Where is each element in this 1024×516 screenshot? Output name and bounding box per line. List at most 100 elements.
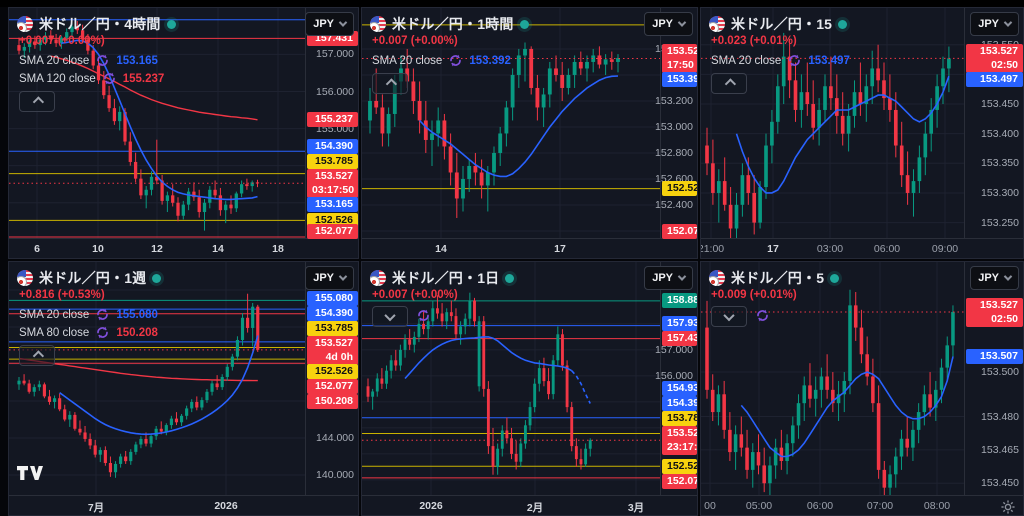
indicator-row-sma[interactable]: SMA 20 close 153.497 bbox=[711, 53, 850, 68]
indicators-collapse-button[interactable] bbox=[19, 345, 55, 366]
quote-currency-button[interactable]: JPY bbox=[970, 266, 1019, 290]
indicators-collapse-button[interactable] bbox=[711, 306, 747, 327]
chart-panel-usdjpy-5m[interactable]: 153.500 153.480 153.465 153.450 153.527 02:50… bbox=[700, 261, 1024, 516]
time-axis[interactable]: 2026 2月 3月 bbox=[362, 495, 697, 515]
price-level-label: 153.785 bbox=[662, 411, 697, 427]
indicator-loading-spinner bbox=[755, 308, 770, 328]
time-axis[interactable]: 6 10 12 14 18 bbox=[9, 238, 358, 258]
tradingview-logo[interactable] bbox=[17, 466, 44, 487]
price-level-label: 152.526 bbox=[662, 181, 697, 197]
chart-panel-usdjpy-1d[interactable]: 157.000 156.000 158.885 157.932157.431 154.9… bbox=[361, 261, 698, 516]
symbol-legend[interactable]: 米ドル／円・1日 bbox=[370, 268, 515, 288]
symbol-title[interactable]: 米ドル／円・1時間 bbox=[392, 16, 514, 32]
bar-countdown: 02:50 bbox=[991, 313, 1018, 325]
price-level-label: 154.939 bbox=[662, 381, 697, 397]
time-axis[interactable]: 14 17 bbox=[362, 238, 697, 258]
price-level-label: 155.237 bbox=[307, 112, 358, 128]
price-change: +0.023 (+0.01%) bbox=[711, 35, 797, 47]
indicator-loading-icon bbox=[103, 72, 115, 85]
symbol-title[interactable]: 米ドル／円・4時間 bbox=[39, 16, 161, 32]
price-axis-label: 153.450 bbox=[981, 477, 1019, 490]
symbol-legend[interactable]: 米ドル／円・1週 bbox=[17, 268, 162, 288]
bar-countdown: 03:17:50 bbox=[312, 184, 355, 197]
quote-currency-button[interactable]: JPY bbox=[305, 12, 354, 36]
price-axis-label: 153.450 bbox=[981, 98, 1019, 110]
indicators-collapse-button[interactable] bbox=[19, 91, 55, 112]
price-axis[interactable]: 153.500 153.480 153.465 153.450 153.527 02:50… bbox=[964, 262, 1023, 495]
symbol-legend[interactable]: 米ドル／円・15 bbox=[709, 14, 848, 34]
time-axis-label: 21:00 bbox=[700, 243, 725, 255]
symbol-legend[interactable]: 米ドル／円・4時間 bbox=[17, 14, 176, 34]
symbol-flag-icon bbox=[17, 16, 33, 32]
price-axis-label: 153.350 bbox=[981, 157, 1019, 170]
indicator-label: SMA 20 close bbox=[372, 54, 443, 67]
price-level-label: 154.390 bbox=[307, 139, 358, 155]
chart-plot[interactable] bbox=[701, 8, 964, 238]
time-axis-label: 2月 bbox=[526, 502, 544, 514]
symbol-flag-icon bbox=[17, 270, 33, 286]
indicator-loading-icon bbox=[97, 308, 109, 321]
price-axis[interactable]: 157.000 156.000 158.885 157.932157.431 154.9… bbox=[655, 262, 697, 495]
market-open-status-icon bbox=[166, 19, 176, 29]
indicator-row-sma[interactable]: SMA 80 close 150.208 bbox=[19, 325, 158, 340]
indicator-row-sma[interactable]: SMA 20 close 155.080 bbox=[19, 307, 158, 322]
quote-currency-button[interactable]: JPY bbox=[644, 266, 693, 290]
quote-currency-label: JPY bbox=[652, 272, 673, 284]
indicator-loading-icon bbox=[97, 326, 109, 339]
price-level-label: 153.507 bbox=[966, 349, 1023, 364]
price-level-label: 153.165 bbox=[307, 197, 358, 213]
indicator-value: 155.237 bbox=[122, 72, 165, 85]
chevron-down-icon bbox=[384, 309, 396, 321]
indicator-label: SMA 20 close bbox=[19, 308, 90, 321]
indicator-row-sma[interactable]: SMA 20 close 153.165 bbox=[19, 53, 158, 68]
chart-panel-usdjpy-1h[interactable]: 153.600153.200153.000152.800152.600152.4… bbox=[361, 7, 698, 259]
quote-currency-button[interactable]: JPY bbox=[970, 12, 1019, 36]
symbol-title[interactable]: 米ドル／円・1日 bbox=[392, 270, 500, 286]
time-axis-label: 14 bbox=[435, 243, 447, 255]
indicators-collapse-button[interactable] bbox=[372, 306, 408, 327]
chart-panel-usdjpy-1w[interactable]: 144.000 140.000 155.080 154.390 153.785 153.5… bbox=[8, 261, 359, 516]
indicators-collapse-button[interactable] bbox=[372, 73, 408, 94]
time-axis[interactable]: 21:00 17 03:00 06:00 09:00 bbox=[700, 238, 1023, 258]
chevron-down-icon bbox=[338, 18, 348, 27]
chart-panel-usdjpy-15m[interactable]: 153.550153.450153.400153.350153.300153.2… bbox=[700, 7, 1024, 259]
time-axis[interactable]: 7月 2026 bbox=[9, 495, 358, 515]
indicator-row-sma[interactable]: SMA 20 close 153.392 bbox=[372, 53, 511, 68]
price-axis[interactable]: 144.000 140.000 155.080 154.390 153.785 153.5… bbox=[305, 262, 358, 495]
indicators-collapse-button[interactable] bbox=[711, 73, 747, 94]
price-change: +0.009 (+0.01%) bbox=[711, 289, 797, 301]
price-level-label: 152.526 bbox=[662, 458, 697, 474]
quote-currency-label: JPY bbox=[978, 272, 999, 284]
chart-panel-usdjpy-4h[interactable]: 157.000 156.000 155.000 157.431 155.237 154.3… bbox=[8, 7, 359, 259]
price-axis-label: 144.000 bbox=[316, 432, 354, 444]
time-axis-label: 17 bbox=[554, 243, 566, 255]
indicator-row-sma[interactable]: SMA 120 close 155.237 bbox=[19, 71, 164, 86]
time-axis-label: 06:00 bbox=[873, 243, 901, 255]
price-level-label: 157.431 bbox=[662, 331, 697, 347]
symbol-legend[interactable]: 米ドル／円・5 bbox=[709, 268, 840, 288]
time-axis-label: 2026 bbox=[419, 500, 443, 512]
price-axis[interactable]: 157.000 156.000 155.000 157.431 155.237 154.3… bbox=[305, 8, 358, 239]
current-price-label: 153.527 03:17:50 bbox=[307, 169, 358, 199]
quote-currency-button[interactable]: JPY bbox=[644, 12, 693, 36]
chart-plot[interactable] bbox=[701, 262, 964, 495]
chart-plot[interactable] bbox=[9, 8, 305, 238]
quote-currency-button[interactable]: JPY bbox=[305, 266, 354, 290]
symbol-title[interactable]: 米ドル／円・15 bbox=[731, 16, 833, 32]
chevron-down-icon bbox=[723, 309, 735, 321]
time-axis-settings-gear-icon[interactable] bbox=[1001, 500, 1015, 514]
time-axis-settings[interactable] bbox=[1001, 500, 1015, 515]
chart-plot[interactable] bbox=[9, 262, 305, 495]
chart-plot[interactable] bbox=[362, 8, 660, 238]
time-axis-label: 6 bbox=[34, 243, 40, 255]
price-axis[interactable]: 153.550153.450153.400153.350153.300153.2… bbox=[964, 8, 1023, 238]
symbol-legend[interactable]: 米ドル／円・1時間 bbox=[370, 14, 529, 34]
price-axis[interactable]: 153.600153.200153.000152.800152.600152.4… bbox=[655, 8, 697, 239]
tradingview-logo[interactable] bbox=[17, 466, 44, 482]
price-axis-label: 153.250 bbox=[981, 216, 1019, 229]
chart-plot[interactable] bbox=[362, 262, 660, 495]
symbol-title[interactable]: 米ドル／円・5 bbox=[731, 270, 825, 286]
symbol-title[interactable]: 米ドル／円・1週 bbox=[39, 270, 147, 286]
time-axis[interactable]: 00 05:00 06:00 07:00 08:00 bbox=[701, 495, 1023, 515]
